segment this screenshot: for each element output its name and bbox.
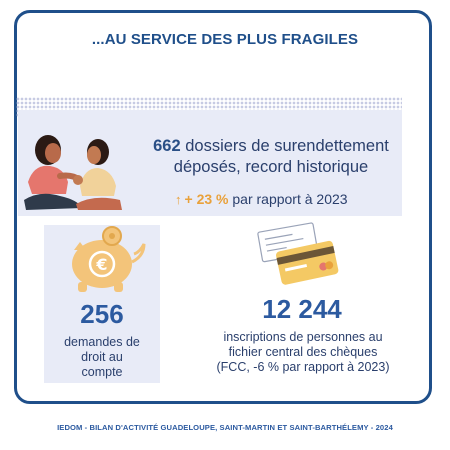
stat-dossiers-text: 662 dossiers de surendettement déposés, … xyxy=(140,136,402,178)
family-illustration xyxy=(24,135,122,210)
stat-dossiers-change: ↑ + 23 % par rapport à 2023 xyxy=(175,191,348,207)
footer-text: IEDOM - BILAN D'ACTIVITÉ GUADELOUPE, SAI… xyxy=(57,423,393,432)
stat-dossiers-line2: déposés, record historique xyxy=(173,158,369,176)
stat-compte-line1: demandes de xyxy=(64,335,140,349)
stat-compte-line2: droit au xyxy=(81,350,123,364)
stat-dossiers-change-value: + 23 % xyxy=(184,191,229,207)
stat-fcc-line2: fichier central des chèques xyxy=(228,345,378,359)
stat-dossiers-value: 662 xyxy=(153,137,181,155)
arrow-up-icon: ↑ xyxy=(175,192,182,207)
stat-fcc-line1: inscriptions de personnes au xyxy=(223,330,383,344)
piggy-bank-euro-icon: € xyxy=(72,226,146,292)
stat-compte-text: demandes de droit au compte xyxy=(44,335,160,380)
page-title: ...AU SERVICE DES PLUS FRAGILES xyxy=(91,31,359,48)
stat-dossiers-change-text: par rapport à 2023 xyxy=(228,191,348,207)
stat-fcc-value: 12 244 xyxy=(262,294,342,324)
stat-band xyxy=(18,110,402,216)
stat-fcc-line3: (FCC, -6 % par rapport à 2023) xyxy=(216,360,390,374)
svg-text:€: € xyxy=(95,255,107,274)
check-and-card-icon xyxy=(257,222,339,285)
stat-dossiers-line1: dossiers de surendettement xyxy=(180,137,389,155)
stat-compte-line3: compte xyxy=(81,365,123,379)
stat-compte-value: 256 xyxy=(80,299,124,329)
stat-fcc-text: inscriptions de personnes au fichier cen… xyxy=(178,330,428,375)
